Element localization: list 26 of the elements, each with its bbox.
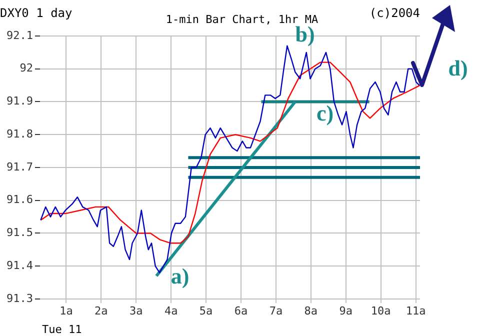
text: (c)2004 [369, 6, 420, 20]
x-tick-label: 10a [370, 304, 391, 318]
y-tick-label: 91.8 [6, 127, 33, 140]
x-tick-label: 6a [234, 304, 248, 318]
x-tick-label: 8a [304, 304, 318, 318]
y-tick-label: 91.4 [6, 258, 34, 272]
x-tick-label: 3a [130, 304, 143, 318]
y-tick-label: 92.1 [6, 28, 33, 42]
x-tick-label: 5a [199, 304, 213, 318]
x-tick-label: 2a [94, 304, 108, 318]
text: DXY0 1 day [0, 6, 72, 20]
annotation: c) [316, 100, 334, 126]
y-tick-label: 91.3 [6, 292, 33, 305]
y-tick-label: 91.5 [6, 226, 33, 240]
x-tick-label: 7a [269, 304, 283, 318]
annotation: a) [170, 264, 190, 289]
x-tick-label: 11a [406, 304, 426, 318]
y-tick-label: 91.6 [6, 193, 33, 206]
y-tick-label: 91.9 [6, 94, 33, 108]
y-tick-label: 92 [20, 62, 33, 75]
text: Tue 11 [42, 322, 82, 336]
x-tick-label: 1a [60, 304, 73, 318]
x-tick-label: 9a [339, 304, 353, 318]
text: d) [448, 56, 468, 81]
y-tick-label: 91.7 [6, 160, 33, 174]
x-tick-label: 4a [164, 304, 178, 318]
